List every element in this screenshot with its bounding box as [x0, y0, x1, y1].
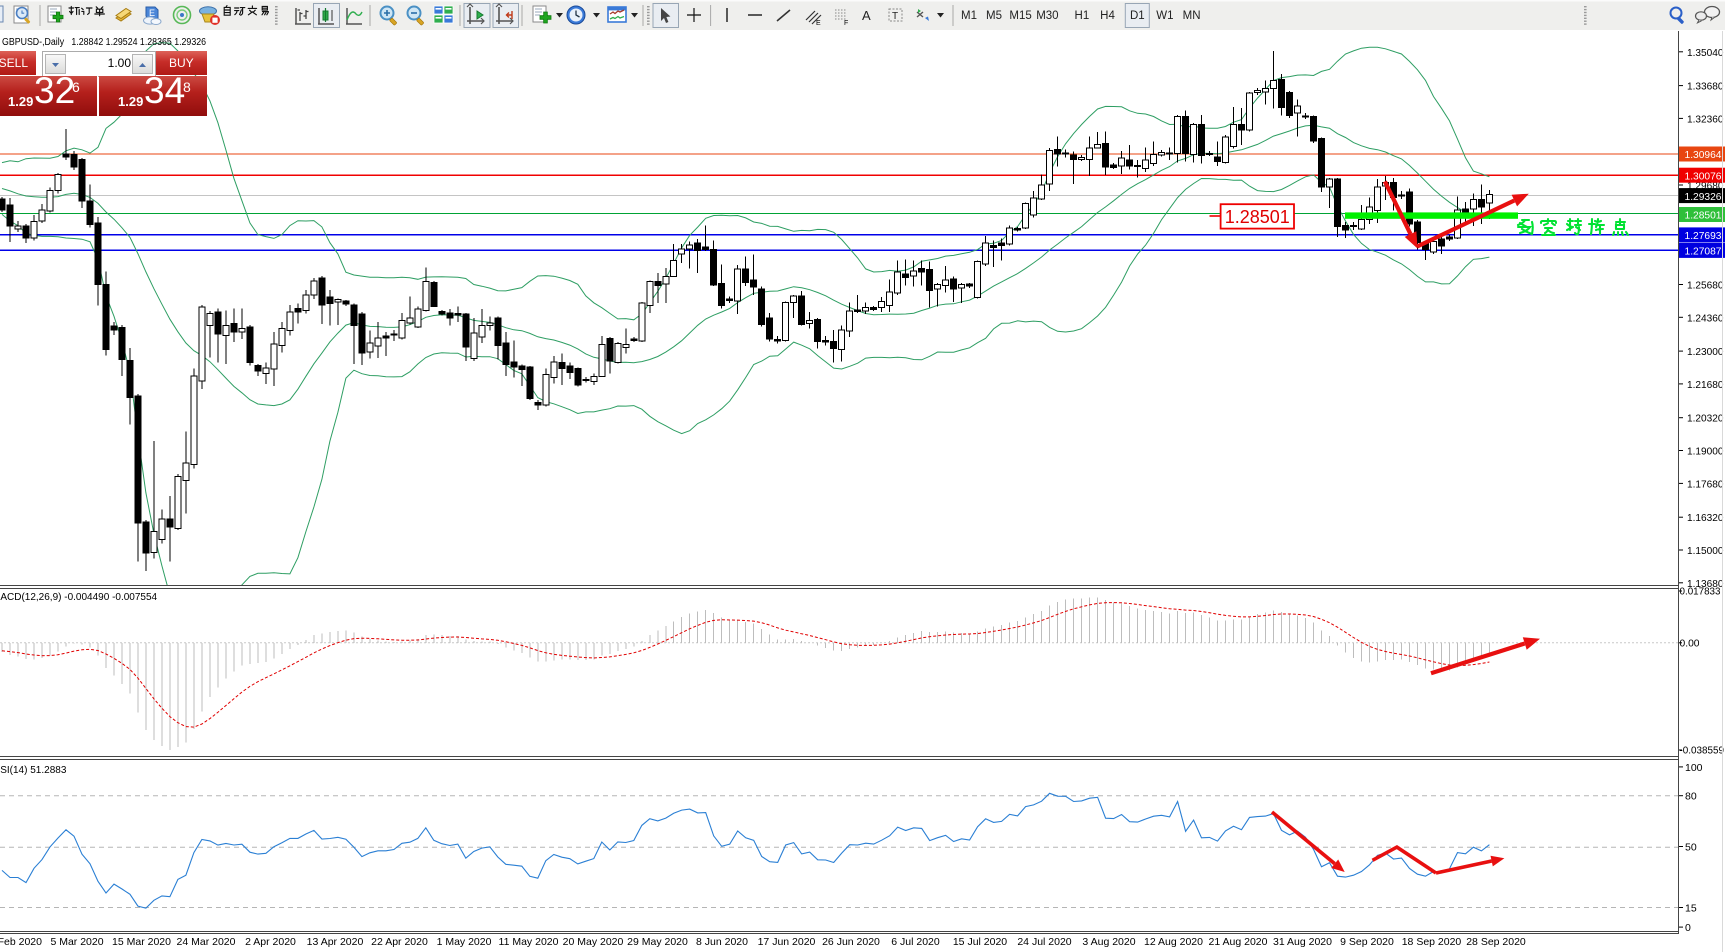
svg-text:20 May 2020: 20 May 2020	[563, 936, 624, 948]
svg-text:8 Jun 2020: 8 Jun 2020	[696, 936, 748, 948]
svg-text:1.28501: 1.28501	[1685, 210, 1722, 222]
svg-text:H4: H4	[1100, 10, 1115, 22]
svg-text:50: 50	[1685, 842, 1697, 854]
svg-text:9 Sep 2020: 9 Sep 2020	[1340, 936, 1394, 948]
svg-text:H1: H1	[1075, 10, 1090, 22]
svg-text:MACD(12,26,9) -0.004490 -0.007: MACD(12,26,9) -0.004490 -0.007554	[0, 592, 158, 603]
svg-text:15 Jul 2020: 15 Jul 2020	[953, 936, 1007, 948]
svg-text:80: 80	[1685, 791, 1697, 803]
svg-text:6 Jul 2020: 6 Jul 2020	[891, 936, 940, 948]
svg-text:5 Mar 2020: 5 Mar 2020	[50, 936, 103, 948]
svg-text:1.30964: 1.30964	[1685, 149, 1722, 161]
svg-text:3 Aug 2020: 3 Aug 2020	[1082, 936, 1135, 948]
svg-text:1.27693: 1.27693	[1685, 230, 1722, 242]
svg-text:1.25680: 1.25680	[1687, 280, 1724, 292]
svg-text:100: 100	[1685, 762, 1703, 774]
svg-text:E: E	[816, 20, 821, 27]
svg-text:21 Aug 2020: 21 Aug 2020	[1209, 936, 1268, 948]
svg-text:E: E	[149, 8, 155, 18]
svg-text:1.30076: 1.30076	[1685, 170, 1722, 182]
svg-text:M15: M15	[1009, 10, 1031, 22]
svg-text:1.19000: 1.19000	[1687, 446, 1724, 458]
svg-text:1.20320: 1.20320	[1687, 413, 1724, 425]
svg-text:1.21680: 1.21680	[1687, 379, 1724, 391]
svg-text:GBPUSD-,Daily 1.28842 1.2952: GBPUSD-,Daily 1.28842 1.29524 1.28365 1.…	[2, 37, 206, 48]
svg-text:M5: M5	[986, 10, 1002, 22]
svg-text:M1: M1	[961, 10, 977, 22]
svg-text:2 Apr 2020: 2 Apr 2020	[245, 936, 296, 948]
svg-text:0.00: 0.00	[1680, 638, 1700, 649]
svg-text:1.35040: 1.35040	[1687, 47, 1724, 59]
svg-text:18 Sep 2020: 18 Sep 2020	[1402, 936, 1462, 948]
svg-text:1.16320: 1.16320	[1687, 512, 1724, 524]
svg-text:-0.038559: -0.038559	[1680, 746, 1725, 757]
svg-text:1.33680: 1.33680	[1687, 81, 1724, 93]
svg-text:A: A	[862, 8, 871, 23]
svg-text:1.29326: 1.29326	[1685, 191, 1722, 203]
svg-text:24 Mar 2020: 24 Mar 2020	[177, 936, 236, 948]
svg-text:24 Feb 2020: 24 Feb 2020	[0, 936, 42, 948]
svg-text:1.23000: 1.23000	[1687, 346, 1724, 358]
svg-text:1.15000: 1.15000	[1687, 545, 1724, 557]
svg-text:MN: MN	[1183, 10, 1201, 22]
svg-text:11 May 2020: 11 May 2020	[499, 936, 559, 948]
svg-text:RSI(14) 51.2883: RSI(14) 51.2883	[0, 765, 67, 776]
svg-text:1 May 2020: 1 May 2020	[437, 936, 492, 948]
svg-text:26 Jun 2020: 26 Jun 2020	[822, 936, 880, 948]
svg-text:31 Aug 2020: 31 Aug 2020	[1273, 936, 1332, 948]
svg-text:F: F	[844, 20, 848, 27]
svg-text:15: 15	[1685, 903, 1697, 915]
svg-text:0.017833: 0.017833	[1680, 587, 1721, 598]
svg-text:1.28501: 1.28501	[1225, 207, 1290, 227]
svg-text:28 Sep 2020: 28 Sep 2020	[1466, 936, 1526, 948]
svg-text:22 Apr 2020: 22 Apr 2020	[371, 936, 428, 948]
svg-text:W1: W1	[1156, 10, 1173, 22]
svg-text:1.32360: 1.32360	[1687, 113, 1724, 125]
svg-text:0: 0	[1685, 922, 1691, 934]
svg-text:1.24360: 1.24360	[1687, 312, 1724, 324]
svg-text:T: T	[892, 11, 898, 22]
svg-text:17 Jun 2020: 17 Jun 2020	[758, 936, 816, 948]
svg-text:29 May 2020: 29 May 2020	[627, 936, 688, 948]
svg-text:1.27087: 1.27087	[1685, 246, 1722, 258]
svg-text:1.13680: 1.13680	[1687, 578, 1724, 590]
svg-text:15 Mar 2020: 15 Mar 2020	[112, 936, 171, 948]
svg-text:1.17680: 1.17680	[1687, 478, 1724, 490]
svg-text:12 Aug 2020: 12 Aug 2020	[1144, 936, 1203, 948]
svg-text:13 Apr 2020: 13 Apr 2020	[307, 936, 364, 948]
svg-text:M30: M30	[1036, 10, 1058, 22]
svg-text:24 Jul 2020: 24 Jul 2020	[1017, 936, 1071, 948]
svg-text:D1: D1	[1130, 10, 1145, 22]
